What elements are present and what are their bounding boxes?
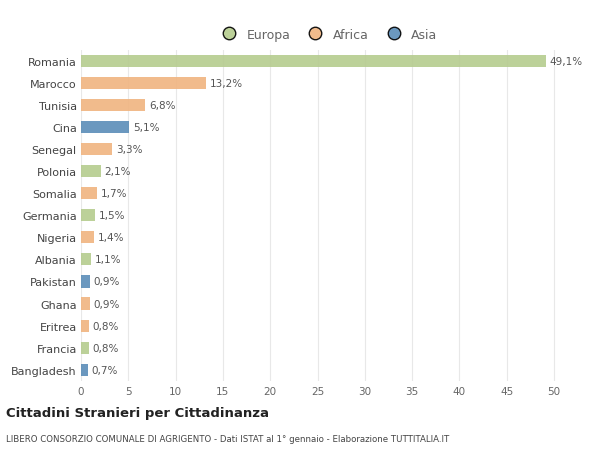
Legend: Europa, Africa, Asia: Europa, Africa, Asia	[212, 24, 443, 47]
Text: 5,1%: 5,1%	[133, 123, 160, 133]
Bar	[81, 342, 89, 354]
Text: 1,7%: 1,7%	[101, 189, 127, 199]
Bar	[81, 210, 95, 222]
Text: 3,3%: 3,3%	[116, 145, 143, 155]
Bar	[81, 122, 129, 134]
Bar	[81, 100, 145, 112]
Text: 13,2%: 13,2%	[209, 78, 243, 89]
Bar	[81, 78, 206, 90]
Bar	[81, 232, 94, 244]
Text: 0,8%: 0,8%	[92, 321, 119, 331]
Bar	[81, 364, 88, 376]
Text: 0,8%: 0,8%	[92, 343, 119, 353]
Text: LIBERO CONSORZIO COMUNALE DI AGRIGENTO - Dati ISTAT al 1° gennaio - Elaborazione: LIBERO CONSORZIO COMUNALE DI AGRIGENTO -…	[6, 434, 449, 443]
Bar	[81, 320, 89, 332]
Bar	[81, 298, 89, 310]
Bar	[81, 166, 101, 178]
Text: 0,7%: 0,7%	[91, 365, 118, 375]
Text: 1,5%: 1,5%	[99, 211, 125, 221]
Text: 1,1%: 1,1%	[95, 255, 122, 265]
Text: Cittadini Stranieri per Cittadinanza: Cittadini Stranieri per Cittadinanza	[6, 406, 269, 419]
Bar	[81, 56, 545, 67]
Text: 6,8%: 6,8%	[149, 101, 176, 111]
Bar	[81, 188, 97, 200]
Text: 1,4%: 1,4%	[98, 233, 125, 243]
Text: 49,1%: 49,1%	[550, 56, 583, 67]
Bar	[81, 144, 112, 156]
Text: 0,9%: 0,9%	[94, 277, 119, 287]
Text: 0,9%: 0,9%	[94, 299, 119, 309]
Text: 2,1%: 2,1%	[104, 167, 131, 177]
Bar	[81, 254, 91, 266]
Bar	[81, 276, 89, 288]
